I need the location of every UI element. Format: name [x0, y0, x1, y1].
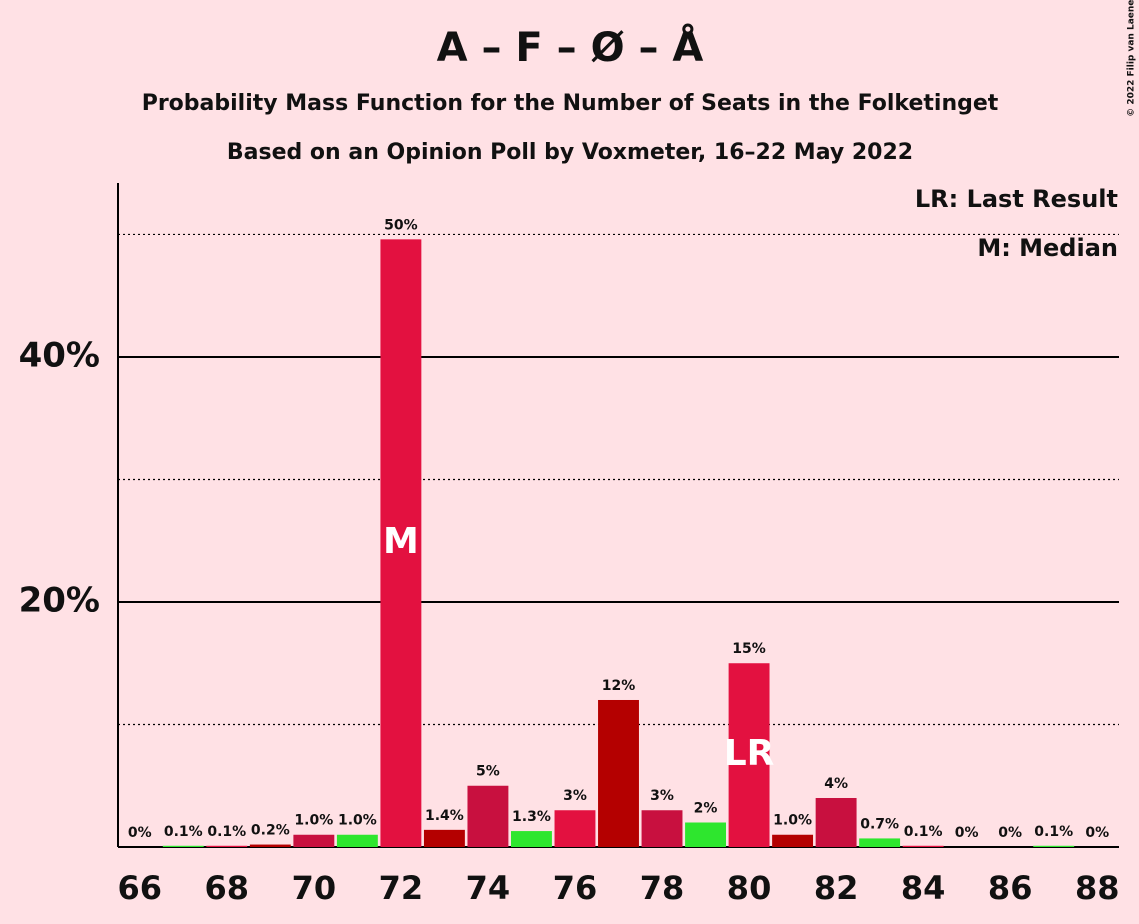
x-tick-label: 86 [988, 869, 1033, 907]
bar [598, 699, 639, 847]
value-label: 1.0% [294, 813, 333, 829]
legend-note: M: Median [977, 234, 1118, 262]
copyright: © 2022 Filip van Laenen [1127, 0, 1137, 117]
bar [162, 845, 204, 847]
bar [467, 785, 509, 847]
value-label: 0.1% [164, 824, 203, 840]
legend-note: LR: Last Result [915, 185, 1118, 213]
annotation: LR [724, 733, 775, 774]
bar [423, 829, 465, 847]
bar [685, 822, 726, 847]
value-label: 0.1% [1034, 824, 1073, 840]
x-tick-label: 88 [1075, 869, 1120, 907]
value-label: 1.0% [773, 813, 812, 829]
x-tick-label: 74 [466, 869, 511, 907]
value-label: 0% [955, 825, 979, 841]
x-tick-label: 76 [553, 869, 598, 907]
bar [815, 797, 857, 847]
value-label: 0.7% [860, 816, 899, 832]
value-label: 1.0% [338, 813, 377, 829]
bar [1033, 845, 1075, 847]
bar [728, 663, 770, 847]
x-tick-label: 80 [727, 869, 772, 907]
x-tick-label: 66 [117, 869, 162, 907]
bar [554, 810, 596, 847]
value-label: 1.4% [425, 808, 464, 824]
value-label: 50% [384, 217, 418, 233]
bar [293, 834, 335, 847]
bar [902, 845, 944, 847]
y-tick-label: 40% [19, 335, 100, 375]
bar [206, 845, 248, 847]
value-label: 1.3% [512, 809, 551, 825]
value-label: 15% [732, 641, 766, 657]
value-label: 0.2% [251, 823, 290, 839]
x-tick-label: 82 [814, 869, 859, 907]
bar [511, 831, 552, 847]
x-tick-label: 78 [640, 869, 685, 907]
value-label: 0.1% [904, 824, 943, 840]
annotation: M [383, 521, 419, 562]
y-tick-label: 20% [19, 580, 100, 620]
value-label: 4% [824, 776, 848, 792]
bar [641, 810, 683, 847]
value-label: 3% [563, 788, 587, 804]
chart-subtitle: Based on an Opinion Poll by Voxmeter, 16… [227, 140, 913, 165]
x-tick-label: 84 [901, 869, 946, 907]
chart-subtitle: Probability Mass Function for the Number… [142, 91, 999, 116]
value-label: 12% [602, 678, 636, 694]
x-tick-label: 68 [205, 869, 250, 907]
chart-title: A – F – Ø – Å [437, 22, 704, 71]
value-label: 2% [694, 800, 718, 816]
value-label: 0% [1085, 825, 1109, 841]
value-label: 0.1% [207, 824, 246, 840]
bar [336, 834, 378, 847]
value-label: 0% [128, 825, 152, 841]
bar [249, 844, 291, 847]
value-label: 0% [998, 825, 1022, 841]
x-tick-label: 70 [292, 869, 337, 907]
bar [380, 239, 422, 847]
value-label: 5% [476, 764, 500, 780]
bar [859, 838, 901, 847]
value-label: 3% [650, 788, 674, 804]
bar [772, 834, 814, 847]
x-tick-label: 72 [379, 869, 424, 907]
